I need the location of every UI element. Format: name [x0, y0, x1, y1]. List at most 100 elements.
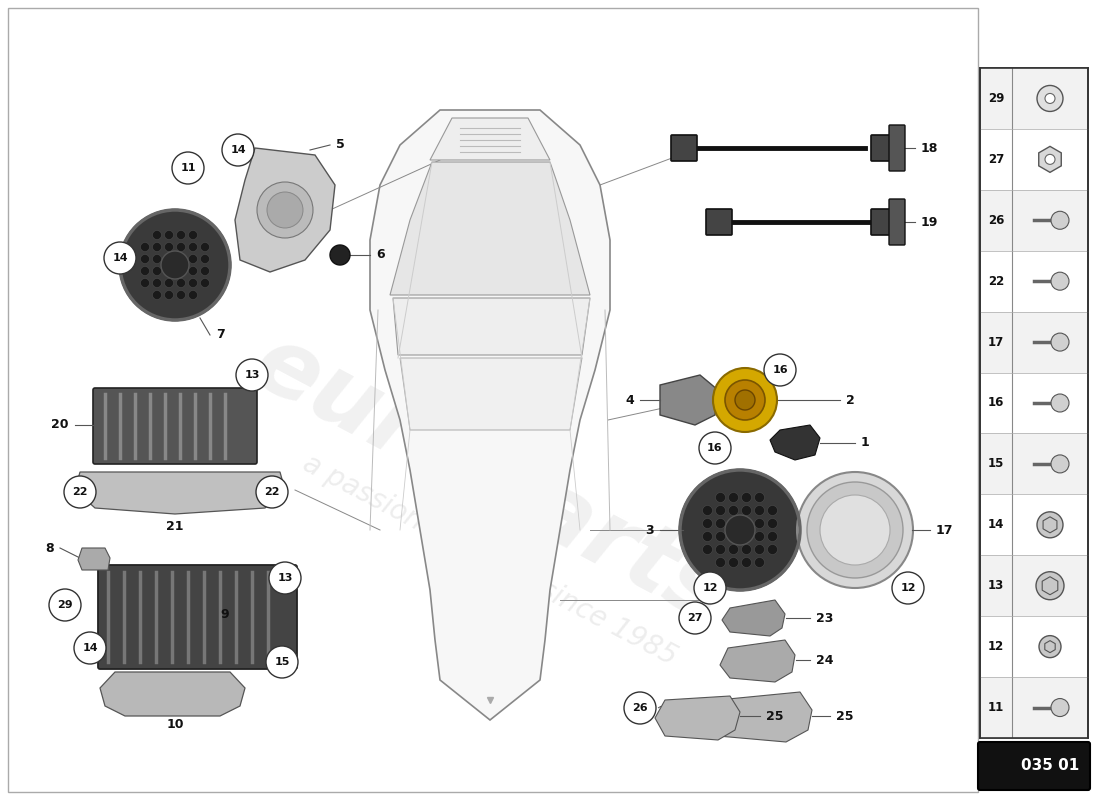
- Polygon shape: [100, 672, 245, 716]
- Text: 26: 26: [988, 214, 1004, 226]
- Circle shape: [266, 646, 298, 678]
- Polygon shape: [770, 425, 820, 460]
- Circle shape: [153, 266, 162, 275]
- Circle shape: [165, 266, 174, 275]
- Circle shape: [624, 692, 656, 724]
- Text: 14: 14: [230, 145, 245, 155]
- Text: 22: 22: [73, 487, 88, 497]
- Circle shape: [698, 432, 732, 464]
- Circle shape: [768, 518, 778, 529]
- Circle shape: [176, 266, 186, 275]
- Circle shape: [1050, 211, 1069, 230]
- Circle shape: [703, 531, 713, 542]
- Circle shape: [741, 518, 751, 529]
- Circle shape: [755, 506, 764, 515]
- Circle shape: [1050, 455, 1069, 473]
- Circle shape: [1050, 698, 1069, 717]
- Circle shape: [741, 493, 751, 502]
- Text: 17: 17: [936, 523, 954, 537]
- Circle shape: [188, 278, 198, 287]
- FancyBboxPatch shape: [978, 742, 1090, 790]
- Text: 23: 23: [816, 611, 834, 625]
- Polygon shape: [1038, 146, 1061, 172]
- Text: 11: 11: [988, 701, 1004, 714]
- Circle shape: [165, 254, 174, 263]
- Circle shape: [741, 545, 751, 554]
- Circle shape: [1050, 394, 1069, 412]
- Polygon shape: [400, 358, 582, 430]
- Circle shape: [153, 290, 162, 299]
- Text: 15: 15: [988, 458, 1004, 470]
- Circle shape: [768, 531, 778, 542]
- Circle shape: [1037, 512, 1063, 538]
- Circle shape: [755, 545, 764, 554]
- Circle shape: [768, 545, 778, 554]
- Circle shape: [1045, 94, 1055, 103]
- Circle shape: [679, 602, 711, 634]
- Circle shape: [267, 192, 303, 228]
- Circle shape: [176, 278, 186, 287]
- Circle shape: [715, 558, 726, 567]
- Circle shape: [270, 562, 301, 594]
- Circle shape: [728, 506, 738, 515]
- Circle shape: [741, 506, 751, 515]
- Circle shape: [141, 254, 150, 263]
- Circle shape: [715, 506, 726, 515]
- Circle shape: [50, 589, 81, 621]
- Circle shape: [176, 242, 186, 251]
- Bar: [981, 68, 1087, 129]
- FancyBboxPatch shape: [706, 209, 732, 235]
- Circle shape: [330, 245, 350, 265]
- Circle shape: [764, 354, 796, 386]
- Circle shape: [188, 242, 198, 251]
- Circle shape: [768, 506, 778, 515]
- Text: 16: 16: [707, 443, 723, 453]
- Text: 14: 14: [112, 253, 128, 263]
- Text: 2: 2: [846, 394, 855, 406]
- Text: 10: 10: [166, 718, 184, 731]
- Circle shape: [176, 290, 186, 299]
- Circle shape: [74, 632, 106, 664]
- Circle shape: [755, 518, 764, 529]
- Circle shape: [807, 482, 903, 578]
- Circle shape: [715, 518, 726, 529]
- Polygon shape: [722, 600, 785, 636]
- Circle shape: [165, 242, 174, 251]
- Text: 24: 24: [816, 654, 834, 666]
- Text: 19: 19: [921, 215, 938, 229]
- Circle shape: [798, 472, 913, 588]
- Text: 17: 17: [988, 335, 1004, 349]
- Bar: [981, 677, 1087, 738]
- Text: 26: 26: [632, 703, 648, 713]
- FancyBboxPatch shape: [889, 199, 905, 245]
- Circle shape: [735, 390, 755, 410]
- Bar: [981, 555, 1087, 616]
- Circle shape: [188, 266, 198, 275]
- Text: 5: 5: [336, 138, 344, 151]
- Circle shape: [680, 470, 800, 590]
- Circle shape: [728, 558, 738, 567]
- Text: 12: 12: [702, 583, 717, 593]
- Circle shape: [694, 572, 726, 604]
- Text: 22: 22: [264, 487, 279, 497]
- Text: 21: 21: [166, 520, 184, 533]
- Circle shape: [172, 152, 204, 184]
- FancyBboxPatch shape: [889, 125, 905, 171]
- FancyBboxPatch shape: [871, 135, 901, 161]
- Circle shape: [200, 254, 209, 263]
- Circle shape: [703, 506, 713, 515]
- Polygon shape: [370, 110, 610, 720]
- Circle shape: [153, 254, 162, 263]
- Text: 13: 13: [988, 579, 1004, 592]
- Polygon shape: [660, 375, 718, 425]
- Text: 16: 16: [988, 397, 1004, 410]
- Text: 6: 6: [376, 249, 385, 262]
- Circle shape: [1037, 86, 1063, 111]
- Text: 12: 12: [900, 583, 915, 593]
- Circle shape: [728, 545, 738, 554]
- Polygon shape: [654, 696, 740, 740]
- Text: 25: 25: [836, 710, 854, 722]
- Polygon shape: [235, 148, 336, 272]
- Circle shape: [820, 495, 890, 565]
- Circle shape: [728, 518, 738, 529]
